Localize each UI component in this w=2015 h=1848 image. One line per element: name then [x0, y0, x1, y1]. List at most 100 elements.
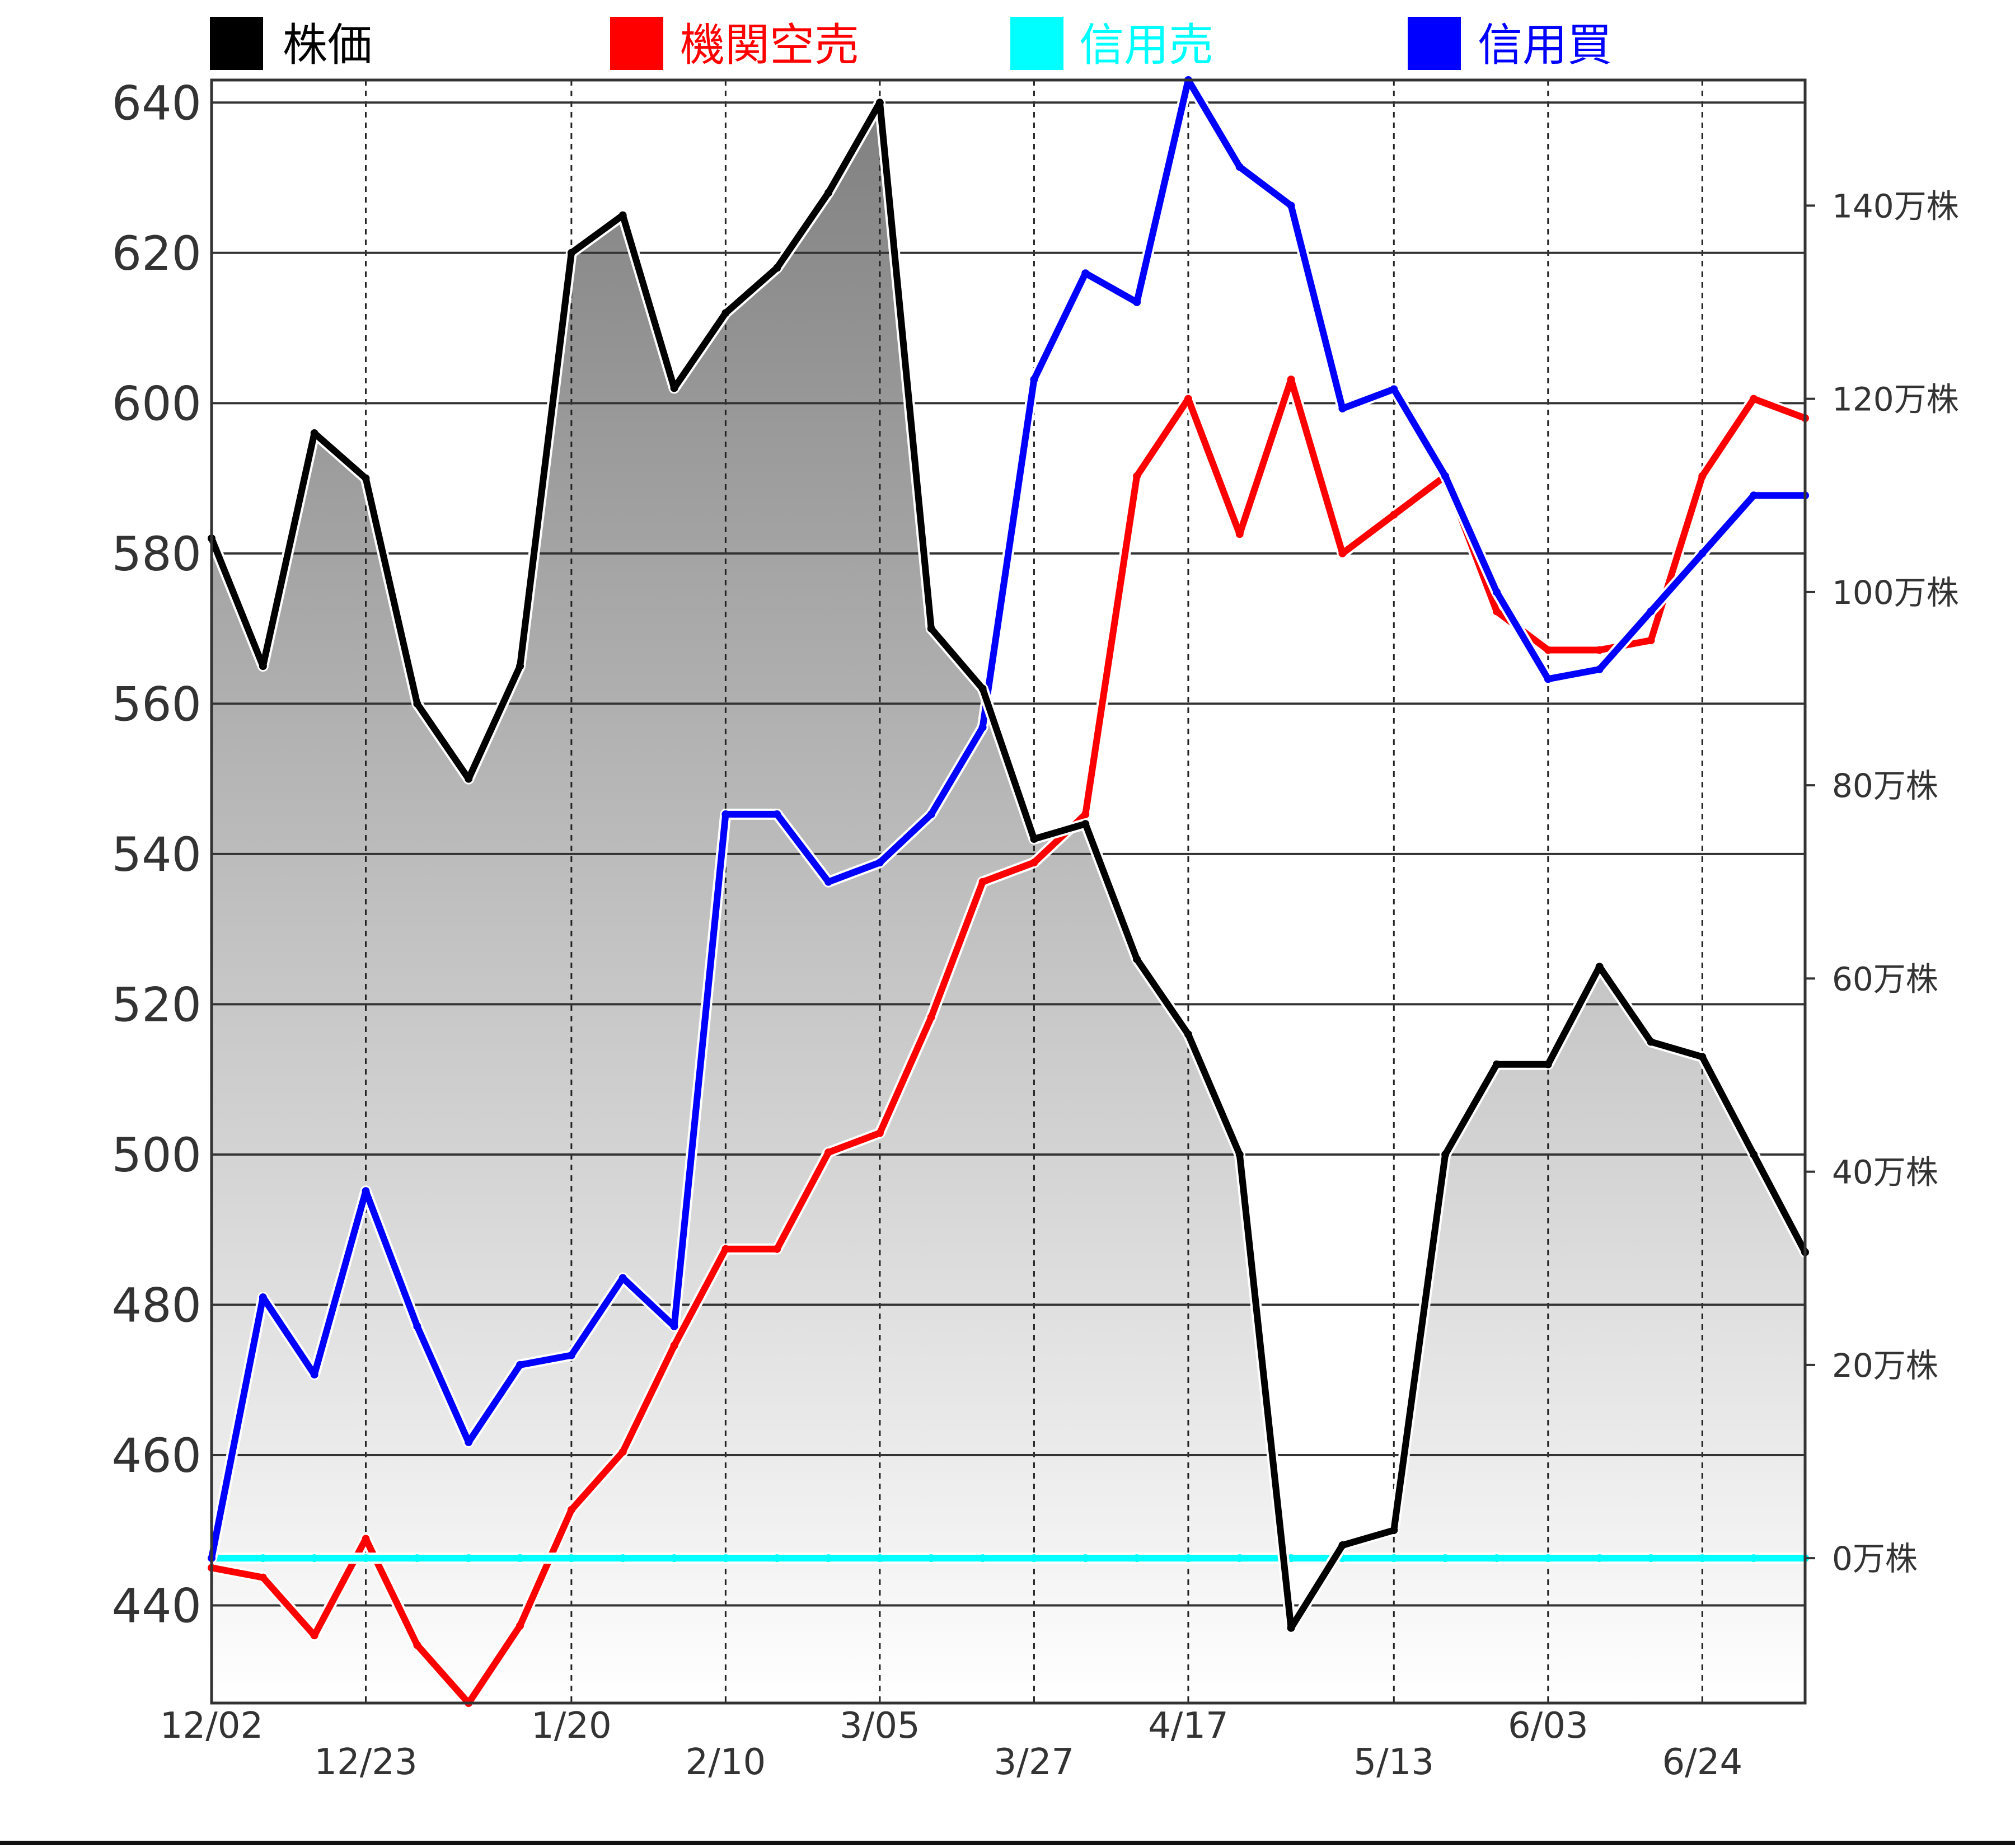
legend-swatch-institutional-short: [610, 17, 663, 70]
data-point-0000ff: [567, 1351, 575, 1359]
x-axis-tick-label: 3/27: [994, 1742, 1075, 1783]
data-point-00ffff: [1235, 1554, 1244, 1563]
data-point-ff0000: [824, 1148, 833, 1157]
left-axis-tick-label: 480: [112, 1278, 202, 1333]
data-point-000000: [413, 700, 421, 708]
data-point-000000: [1030, 835, 1038, 843]
data-point-ff0000: [618, 1448, 627, 1456]
data-point-0000ff: [824, 878, 833, 886]
right-axis-tick-label: 0万株: [1832, 1540, 1918, 1578]
left-axis-tick-label: 580: [112, 527, 202, 581]
data-point-00ffff: [1544, 1554, 1552, 1563]
data-point-0000ff: [618, 1274, 627, 1282]
data-point-ff0000: [516, 1621, 524, 1630]
x-axis-tick-label: 12/02: [160, 1705, 263, 1747]
legend-label-stock-price: 株価: [283, 19, 372, 71]
data-point-ff0000: [1338, 549, 1347, 557]
data-point-0000ff: [1492, 588, 1501, 596]
left-axis-tick-label: 560: [112, 677, 202, 731]
right-axis-tick-label: 140万株: [1832, 187, 1959, 225]
data-point-000000: [1492, 1060, 1501, 1068]
data-point-000000: [721, 309, 730, 317]
data-point-ff0000: [1133, 472, 1141, 480]
data-point-000000: [1235, 1150, 1244, 1158]
data-point-0000ff: [1133, 298, 1141, 307]
right-axis-tick-label: 20万株: [1832, 1347, 1938, 1385]
legend-swatch-margin-sell: [1010, 17, 1063, 70]
data-point-000000: [875, 99, 884, 107]
data-point-00ffff: [618, 1554, 627, 1563]
x-axis-tick-label: 12/23: [314, 1742, 417, 1783]
legend-swatch-margin-buy: [1408, 17, 1461, 70]
data-point-00ffff: [413, 1554, 421, 1563]
data-point-000000: [1544, 1060, 1552, 1068]
data-point-0000ff: [1595, 665, 1604, 673]
data-point-ff0000: [978, 878, 987, 886]
data-point-ff0000: [1184, 395, 1192, 403]
data-point-00ffff: [1441, 1554, 1450, 1563]
data-point-0000ff: [362, 1187, 370, 1195]
legend: 株価 機関空売 信用売 信用買: [210, 17, 1612, 71]
data-point-00ffff: [875, 1554, 884, 1563]
data-point-000000: [773, 264, 781, 272]
data-point-000000: [465, 775, 473, 783]
data-point-00ffff: [1390, 1554, 1398, 1563]
data-point-ff0000: [1492, 607, 1501, 616]
data-point-000000: [824, 189, 833, 197]
data-point-00ffff: [362, 1554, 370, 1563]
data-point-ff0000: [1750, 395, 1758, 403]
legend-label-margin-sell: 信用売: [1079, 19, 1213, 71]
data-point-00ffff: [978, 1554, 987, 1563]
series-lines: [206, 74, 1811, 1709]
right-axis-tick-label: 60万株: [1832, 960, 1938, 998]
data-point-000000: [1390, 1526, 1398, 1535]
data-point-0000ff: [875, 859, 884, 867]
right-axis-tick-label: 100万株: [1832, 574, 1959, 612]
data-point-000000: [1184, 1030, 1192, 1039]
data-point-ff0000: [1647, 636, 1655, 645]
data-point-000000: [1133, 955, 1141, 963]
data-point-0000ff: [927, 810, 935, 818]
legend-label-institutional-short: 機関空売: [680, 19, 859, 71]
data-point-ff0000: [259, 1573, 267, 1582]
data-point-ff0000: [721, 1245, 730, 1253]
stock-price-area: [212, 102, 1805, 1703]
series-line-0000ff: [208, 77, 1808, 1562]
data-point-00ffff: [1750, 1554, 1758, 1563]
data-point-0000ff: [1698, 549, 1707, 557]
left-axis-tick-label: 600: [112, 376, 202, 431]
data-point-0000ff: [1544, 675, 1552, 683]
data-point-000000: [1647, 1038, 1655, 1046]
data-point-00ffff: [259, 1554, 267, 1563]
data-point-00ffff: [1030, 1554, 1038, 1563]
data-point-0000ff: [310, 1371, 318, 1379]
data-point-ff0000: [1544, 646, 1552, 654]
x-axis-tick-label: 1/20: [531, 1705, 612, 1747]
left-axis-tick-label: 540: [112, 827, 202, 882]
data-point-00ffff: [1492, 1554, 1501, 1563]
data-point-0000ff: [413, 1322, 421, 1330]
data-point-ff0000: [1287, 376, 1295, 384]
x-axis-tick-label: 5/13: [1353, 1742, 1434, 1783]
left-axis-tick-label: 440: [112, 1578, 202, 1633]
data-point-000000: [618, 211, 627, 219]
vertical-grid: [210, 80, 1703, 1703]
left-axis-tick-label: 500: [112, 1128, 202, 1183]
data-point-ff0000: [1030, 859, 1038, 867]
stock-price-area-fill: [212, 102, 1805, 1703]
left-axis-tick-label: 460: [112, 1428, 202, 1483]
data-point-0000ff: [978, 723, 987, 731]
data-point-ff0000: [670, 1342, 678, 1350]
data-point-00ffff: [1133, 1554, 1141, 1563]
data-point-0000ff: [259, 1293, 267, 1301]
right-axis-tick-label: 120万株: [1832, 381, 1959, 419]
data-point-000000: [1595, 963, 1604, 971]
x-axis-tick-label: 2/10: [686, 1742, 766, 1783]
data-point-00ffff: [567, 1554, 575, 1563]
x-axis-tick-label: 6/03: [1508, 1705, 1588, 1747]
left-y-axis: 440 460 480 500 520 540 560 580 600 620 640: [112, 76, 202, 1633]
data-point-0000ff: [1287, 201, 1295, 210]
data-point-000000: [259, 662, 267, 670]
data-point-0000ff: [1081, 269, 1090, 278]
data-point-000000: [670, 384, 678, 392]
